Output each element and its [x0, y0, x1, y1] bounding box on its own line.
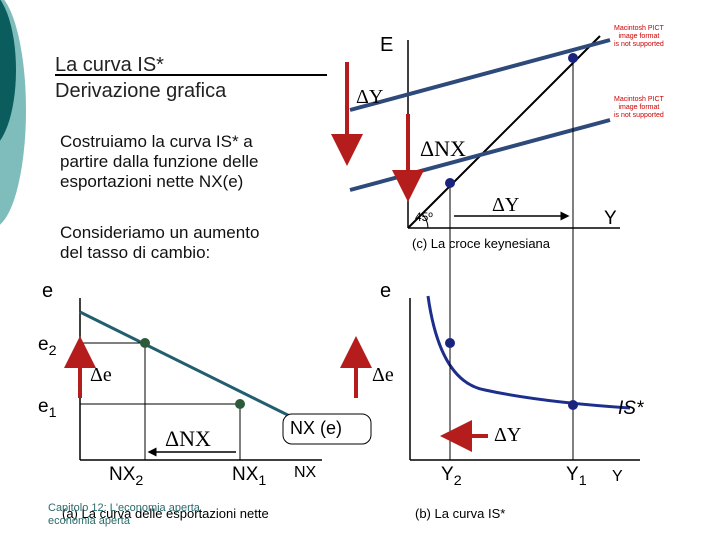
pict-placeholder-2: Macintosh PICT image format is not suppo…: [614, 96, 664, 120]
panel-b-y-label: e: [380, 280, 392, 302]
pict1-line1: Macintosh PICT: [614, 25, 664, 32]
panel-c-y-label: E: [380, 34, 394, 56]
pict1-line2: image format: [618, 33, 660, 40]
title-underline: [55, 74, 327, 76]
panel-b-delta-y: ΔY: [494, 424, 522, 446]
nx-curve-label: NX (e): [290, 418, 343, 438]
footer-line2: economia aperta: [48, 515, 130, 527]
para2-line2: del tasso di cambio:: [60, 243, 211, 262]
nx-curve: [79, 310, 323, 434]
panel-c-delta-y-bottom: ΔY: [492, 194, 520, 216]
panel-b-x-label: Y: [612, 468, 623, 485]
footer-line1: Capitolo 12: L'economia aperta: [48, 502, 200, 514]
panel-b: [340, 228, 640, 461]
panel-b-delta-e: Δe: [372, 364, 394, 386]
title-line-1: La curva IS*: [55, 54, 164, 76]
footer: Capitolo 12: L'economia aperta economia …: [48, 502, 200, 528]
panel-c-delta-nx: ΔNX: [420, 136, 466, 161]
panel-b-caption: (b) La curva IS*: [415, 506, 506, 521]
decor-left: [0, 0, 30, 230]
panel-c-point-upper: [568, 53, 578, 63]
pict2-line1: Macintosh PICT: [614, 96, 664, 103]
panel-a-point-e1: [235, 399, 245, 409]
body-paragraph-2: Consideriamo un aumento del tasso di cam…: [60, 223, 259, 263]
nx-curve-label-box: [282, 413, 372, 445]
panel-b-y1-label: Y1: [566, 464, 587, 489]
panel-a-delta-e: Δe: [90, 364, 112, 386]
panel-a-x-label: NX: [294, 464, 317, 481]
para1-line2: partire dalla funzione delle: [60, 152, 259, 171]
panel-b-point-y1: [568, 400, 578, 410]
panel-a-delta-nx: ΔNX: [165, 426, 211, 451]
panel-a: [64, 298, 372, 461]
panel-b-point-y2: [445, 338, 455, 348]
pict1-line3: is not supported: [614, 41, 664, 48]
pict2-line3: is not supported: [614, 112, 664, 119]
angle-arc: [421, 213, 429, 229]
slide-title: La curva IS* Derivazione grafica: [55, 52, 226, 104]
body-paragraph-1: Costruiamo la curva IS* a partire dalla …: [60, 132, 258, 192]
title-line-2: Derivazione grafica: [55, 80, 227, 102]
para1-line1: Costruiamo la curva IS* a: [60, 132, 253, 151]
panel-a-y-label: e: [42, 280, 54, 302]
pict-placeholder-1: Macintosh PICT image format is not suppo…: [614, 25, 664, 49]
is-star-label: IS*: [618, 398, 644, 419]
panel-c-45-line: [407, 35, 601, 229]
panel-a-point-e2: [140, 338, 150, 348]
pict2-line2: image format: [618, 104, 660, 111]
decor-ovals: [0, 0, 26, 225]
panel-b-y2-label: Y2: [441, 464, 462, 489]
panel-a-caption: (a) La curva delle esportazioni nette: [62, 506, 269, 521]
is-star-curve: [426, 295, 631, 410]
panel-c-planned-expenditure-lower: [349, 118, 611, 192]
panel-a-e2-label: e2: [38, 334, 57, 359]
panel-c: [331, 35, 620, 229]
panel-c-caption: (c) La croce keynesiana: [412, 236, 551, 251]
panel-a-e1-label: e1: [38, 396, 57, 421]
panel-a-nx2-label: NX2: [109, 464, 144, 489]
panel-c-planned-expenditure-upper: [349, 38, 611, 112]
para2-line1: Consideriamo un aumento: [60, 223, 260, 242]
panel-a-nx1-label: NX1: [232, 464, 267, 489]
panel-c-point-lower: [445, 178, 455, 188]
panel-c-angle: 45º: [415, 210, 433, 224]
panel-c-delta-y-left: ΔY: [356, 86, 384, 108]
panel-c-x-label: Y: [604, 208, 617, 229]
para1-line3: esportazioni nette NX(e): [60, 172, 244, 191]
